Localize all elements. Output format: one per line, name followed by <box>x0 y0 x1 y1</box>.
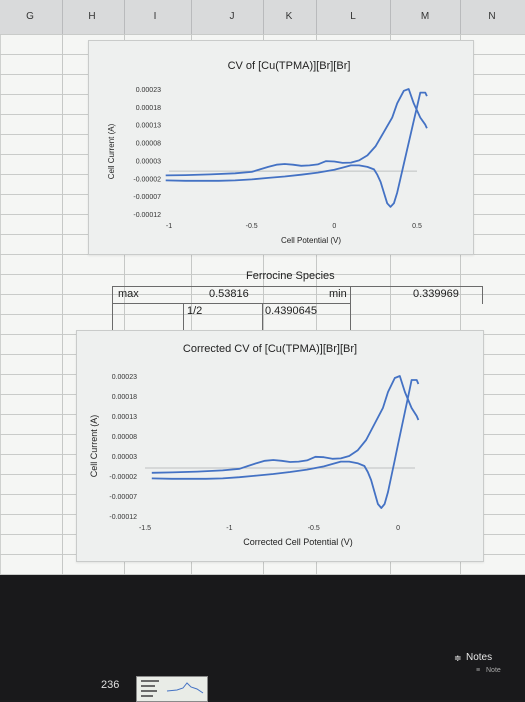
y-tick-label: -0.00002 <box>133 176 161 183</box>
min-value: 0.339969 <box>413 288 459 300</box>
y-axis-label: Cell Current (A) <box>89 415 99 478</box>
column-separator <box>460 0 461 34</box>
x-axis-label: Corrected Cell Potential (V) <box>243 537 353 547</box>
max-label: max <box>118 288 139 300</box>
column-gridline <box>460 34 461 575</box>
column-gridline <box>316 34 317 575</box>
cell-border-line <box>350 286 351 330</box>
notes-sub-icon: ≡ <box>476 667 481 674</box>
corrected-cv-chart-svg: Corrected CV of [Cu(TPMA)][Br][Br] 0.0002… <box>89 343 420 547</box>
column-header-bar: G H I J K L M N <box>0 0 525 35</box>
thumbnail-graphic <box>141 680 204 697</box>
y-tick-label: 0.00008 <box>112 434 137 441</box>
column-header-n[interactable]: N <box>488 11 496 22</box>
column-separator <box>191 0 192 34</box>
column-separator <box>390 0 391 34</box>
column-separator <box>124 0 125 34</box>
cell-border-line <box>112 286 113 330</box>
bottom-dock: ≑ Notes ≡ Note 236 <box>0 575 525 702</box>
y-tick-label: -0.00012 <box>109 514 137 521</box>
x-tick-label: -1 <box>166 223 172 230</box>
cell-border-line <box>112 303 350 304</box>
notes-sub-label: Note <box>486 667 501 674</box>
x-tick-label: -1.5 <box>139 525 151 532</box>
column-header-m[interactable]: M <box>420 11 430 22</box>
column-header-k[interactable]: K <box>285 11 293 22</box>
chart-title: CV of [Cu(TPMA)][Br][Br] <box>228 60 351 72</box>
forward-scan-line <box>151 375 420 474</box>
x-tick-label: 0 <box>396 525 400 532</box>
cell-border-line <box>262 303 263 330</box>
y-tick-label: 0.00018 <box>136 105 161 112</box>
x-tick-label: -0.5 <box>308 525 320 532</box>
y-tick-label: 0.00003 <box>112 454 137 461</box>
column-header-l[interactable]: L <box>350 11 356 22</box>
corrected-cv-chart[interactable]: Corrected CV of [Cu(TPMA)][Br][Br] 0.0002… <box>76 330 484 562</box>
column-separator <box>263 0 264 34</box>
sheet-thumbnail[interactable] <box>136 676 208 702</box>
cv-chart-svg: CV of [Cu(TPMA)][Br][Br] 0.00023 0.00018 0.… <box>107 60 428 245</box>
column-gridline <box>263 34 264 575</box>
forward-scan-line <box>165 88 428 177</box>
column-gridline <box>390 34 391 575</box>
column-header-i[interactable]: I <box>153 11 157 22</box>
y-tick-label: 0.00008 <box>136 141 161 148</box>
x-tick-label: -1 <box>226 525 232 532</box>
notes-icon[interactable]: ≑ <box>454 653 462 663</box>
column-header-j[interactable]: J <box>229 11 235 22</box>
x-tick-label: 0.5 <box>412 223 422 230</box>
cell-border-line <box>482 286 483 304</box>
cell-border-line <box>112 286 482 287</box>
cv-chart[interactable]: CV of [Cu(TPMA)][Br][Br] 0.00023 0.00018 0.… <box>88 40 474 255</box>
y-tick-label: 0.00023 <box>112 374 137 381</box>
y-tick-label: 0.00018 <box>112 394 137 401</box>
column-gridline <box>62 34 63 575</box>
column-header-h[interactable]: H <box>88 11 96 22</box>
max-value: 0.53816 <box>209 288 249 300</box>
reverse-scan-line <box>151 379 420 509</box>
y-tick-label: 0.00013 <box>136 123 161 130</box>
column-gridline <box>124 34 125 575</box>
x-tick-label: 0 <box>332 223 336 230</box>
notes-button[interactable]: Notes <box>466 652 493 663</box>
chart-title: Corrected CV of [Cu(TPMA)][Br][Br] <box>183 343 357 355</box>
y-tick-label: -0.00012 <box>133 212 161 219</box>
ferrocine-species-label: Ferrocine Species <box>246 270 335 282</box>
reverse-scan-line <box>165 91 428 208</box>
column-separator <box>316 0 317 34</box>
y-tick-label: -0.00002 <box>109 474 137 481</box>
x-tick-label: -0.5 <box>246 223 258 230</box>
column-gridline <box>191 34 192 575</box>
column-separator <box>62 0 63 34</box>
half-value: 0.4390645 <box>265 305 317 317</box>
x-axis-label: Cell Potential (V) <box>281 236 341 245</box>
y-tick-label: -0.00007 <box>133 194 161 201</box>
y-axis-label: Cell Current (A) <box>107 123 116 179</box>
y-tick-label: 0.00023 <box>136 87 161 94</box>
y-tick-label: 0.00003 <box>136 158 161 165</box>
sheet-number: 236 <box>101 679 120 691</box>
cell-border-line <box>183 303 184 330</box>
min-label: min <box>329 288 347 300</box>
y-tick-label: -0.00007 <box>109 494 137 501</box>
y-tick-label: 0.00013 <box>112 414 137 421</box>
spreadsheet-area: G H I J K L M N CV of [Cu(TPMA)][Br][Br] 0.00023… <box>0 0 525 575</box>
column-header-g[interactable]: G <box>26 11 34 22</box>
half-label: 1/2 <box>187 305 203 317</box>
